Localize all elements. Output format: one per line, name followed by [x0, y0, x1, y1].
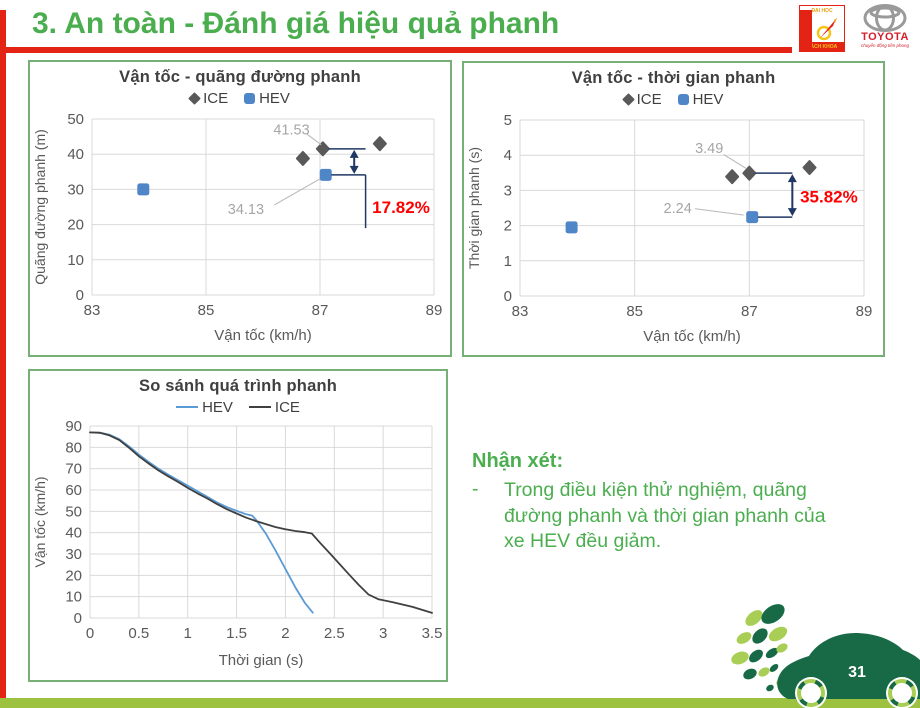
- svg-text:20: 20: [65, 567, 82, 584]
- svg-text:3: 3: [379, 625, 387, 642]
- svg-text:90: 90: [65, 418, 82, 435]
- left-accent-bar: [0, 10, 6, 708]
- comment-block: Nhận xét: - Trong điều kiện thử nghiệm, …: [472, 450, 872, 555]
- svg-text:50: 50: [67, 111, 84, 128]
- svg-text:1: 1: [504, 253, 512, 270]
- bach-khoa-logo-top-text: ĐẠI HỌC: [811, 8, 833, 14]
- svg-text:2.5: 2.5: [324, 625, 345, 642]
- braking-comparison-chart: 0 10 20 30 40 50 60 70 80 90 0 0.5 1 1.5 2 2.5 3 3.5 Thời …: [32, 418, 443, 669]
- svg-text:1: 1: [184, 625, 192, 642]
- svg-text:35.82%: 35.82%: [800, 188, 858, 207]
- svg-text:3.49: 3.49: [695, 141, 723, 157]
- svg-text:2: 2: [504, 218, 512, 235]
- page-title: 3. An toàn - Đánh giá hiệu quả phanh: [32, 7, 560, 40]
- svg-text:0.5: 0.5: [128, 625, 149, 642]
- legend-item-hev: HEV: [176, 399, 233, 416]
- legend-item-ice: ICE: [248, 399, 300, 416]
- title-underline: [6, 47, 792, 53]
- speed-distance-chart-legend: ICE HEV: [30, 87, 450, 109]
- page-number: 31: [848, 664, 866, 681]
- svg-text:10: 10: [67, 252, 84, 269]
- braking-comparison-chart-legend: HEV ICE: [30, 396, 446, 418]
- speed-distance-chart-title: Vận tốc - quãng đường phanh: [119, 68, 361, 86]
- svg-text:0: 0: [504, 288, 512, 305]
- svg-text:17.82%: 17.82%: [372, 198, 430, 217]
- svg-text:89: 89: [426, 302, 443, 319]
- svg-text:4: 4: [504, 147, 512, 164]
- svg-text:40: 40: [67, 146, 84, 163]
- braking-comparison-chart-title: So sánh quá trình phanh: [138, 377, 338, 395]
- svg-text:3: 3: [504, 182, 512, 199]
- legend-marker-hev: [176, 405, 199, 409]
- svg-text:87: 87: [312, 302, 329, 319]
- svg-text:85: 85: [198, 302, 215, 319]
- svg-text:Quãng đường phanh (m): Quãng đường phanh (m): [32, 129, 48, 285]
- svg-text:41.53: 41.53: [273, 123, 309, 139]
- bach-khoa-stripe: [800, 10, 812, 51]
- legend-marker-hev: [677, 93, 689, 105]
- toyota-emblem-icon: [863, 4, 907, 32]
- svg-text:80: 80: [65, 439, 82, 456]
- svg-text:Vận tốc (km/h): Vận tốc (km/h): [32, 476, 48, 567]
- comment-text: Trong điều kiện thử nghiệm, quãng đường …: [504, 479, 826, 553]
- svg-text:2.24: 2.24: [664, 201, 692, 217]
- svg-text:Vận tốc (km/h): Vận tốc (km/h): [214, 327, 312, 344]
- comment-heading: Nhận xét:: [472, 450, 564, 472]
- svg-text:83: 83: [512, 303, 529, 320]
- front-wheel-icon: [795, 677, 827, 708]
- svg-text:10: 10: [65, 589, 82, 606]
- toyota-logo-tagline: chuyển động tiên phong: [860, 43, 910, 48]
- rear-wheel-icon: [886, 677, 918, 708]
- legend-item-hev: HEV: [244, 90, 290, 107]
- svg-text:Thời gian phanh (s): Thời gian phanh (s): [466, 147, 482, 269]
- legend-marker-ice: [248, 405, 271, 409]
- speed-distance-chart-panel: Vận tốc - quãng đường phanh ICE HEV 0 10 20…: [28, 60, 452, 357]
- legend-marker-ice: [621, 92, 635, 106]
- legend-marker-ice: [188, 91, 201, 105]
- braking-comparison-chart-panel: So sánh quá trình phanh HEV ICE 0 10 20 30 40…: [28, 369, 448, 682]
- svg-text:Vận tốc (km/h): Vận tốc (km/h): [643, 328, 741, 345]
- svg-text:60: 60: [65, 482, 82, 499]
- speed-time-chart: 0 1 2 3 4 5 83 85 87 89 Vận tốc (km/h) Thời gian ph…: [466, 112, 873, 345]
- eco-car-graphic: 31: [731, 604, 920, 708]
- svg-text:1.5: 1.5: [226, 625, 247, 642]
- svg-text:0: 0: [74, 610, 82, 627]
- speed-distance-chart: 0 10 20 30 40 50 83 85 87 89 Vận tốc (km/h) Quãng đ…: [32, 111, 443, 344]
- car-icon: 31: [777, 633, 920, 708]
- bach-khoa-emblem-icon: [816, 18, 837, 41]
- comment-bullet: - Trong điều kiện thử nghiệm, quãng đườn…: [472, 478, 872, 555]
- svg-text:85: 85: [626, 303, 643, 320]
- bach-khoa-logo: ĐẠI HỌC BÁCH KHOA: [799, 5, 845, 52]
- svg-text:40: 40: [65, 525, 82, 542]
- legend-item-ice: ICE: [621, 91, 662, 108]
- svg-text:50: 50: [65, 503, 82, 520]
- legend-marker-hev: [244, 92, 256, 104]
- svg-text:5: 5: [504, 112, 512, 129]
- speed-time-chart-legend: ICE HEV: [464, 88, 883, 110]
- svg-text:2: 2: [281, 625, 289, 642]
- svg-text:Thời gian (s): Thời gian (s): [219, 652, 304, 669]
- footer-bar: [0, 698, 920, 708]
- toyota-logo-name: TOYOTA: [861, 31, 909, 43]
- svg-text:87: 87: [741, 303, 758, 320]
- speed-time-chart-title: Vận tốc - thời gian phanh: [571, 69, 776, 87]
- svg-text:30: 30: [67, 181, 84, 198]
- svg-text:20: 20: [67, 217, 84, 234]
- svg-text:89: 89: [856, 303, 873, 320]
- svg-text:0: 0: [76, 287, 84, 304]
- toyota-logo: TOYOTA chuyển động tiên phong: [852, 4, 918, 52]
- bach-khoa-logo-bottom-text: BÁCH KHOA: [800, 42, 844, 51]
- svg-text:3.5: 3.5: [422, 625, 443, 642]
- svg-text:34.13: 34.13: [228, 202, 264, 218]
- legend-item-hev: HEV: [677, 91, 723, 108]
- svg-text:0: 0: [86, 625, 94, 642]
- bullet-dash: -: [472, 478, 479, 500]
- legend-item-ice: ICE: [188, 90, 228, 107]
- svg-text:70: 70: [65, 461, 82, 478]
- svg-text:30: 30: [65, 546, 82, 563]
- svg-text:83: 83: [84, 302, 101, 319]
- speed-time-chart-panel: Vận tốc - thời gian phanh ICE HEV 0 1 2 3 4 5 8…: [462, 61, 885, 357]
